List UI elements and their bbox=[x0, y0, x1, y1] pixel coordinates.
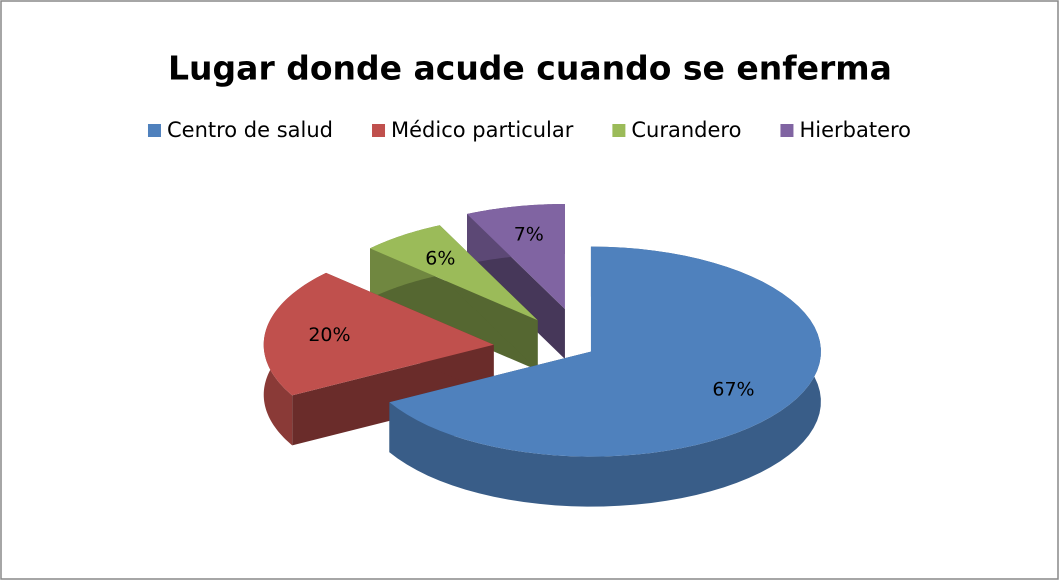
legend-swatch bbox=[372, 124, 386, 137]
pie-slice bbox=[370, 225, 538, 321]
legend-swatch bbox=[147, 124, 161, 137]
pie-slice bbox=[263, 272, 494, 396]
chart-title: Lugar donde acude cuando se enferma bbox=[168, 49, 892, 88]
legend-label: Médico particular bbox=[391, 118, 574, 142]
data-label: 7% bbox=[514, 224, 544, 246]
data-label: 6% bbox=[425, 248, 455, 270]
legend-label: Centro de salud bbox=[167, 118, 333, 142]
data-label: 67% bbox=[712, 379, 754, 401]
pie-slice bbox=[467, 204, 565, 310]
legend-swatch bbox=[780, 124, 794, 137]
legend-label: Hierbatero bbox=[799, 118, 911, 142]
legend-swatch bbox=[612, 124, 626, 137]
pie-slice bbox=[389, 246, 821, 457]
legend-label: Curandero bbox=[631, 118, 741, 142]
data-label: 20% bbox=[308, 324, 350, 346]
